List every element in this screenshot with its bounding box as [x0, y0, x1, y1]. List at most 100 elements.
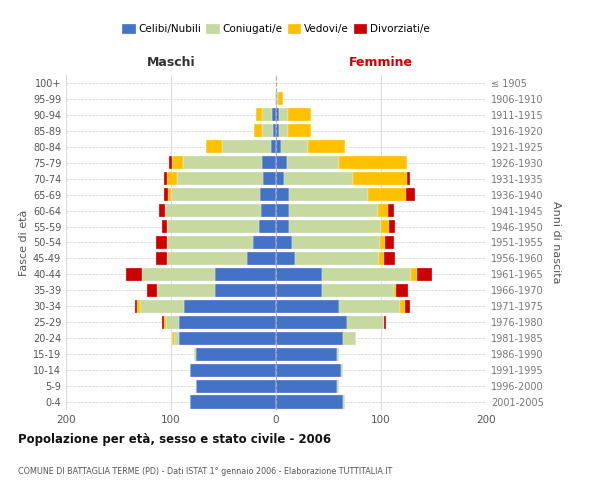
Y-axis label: Fasce di età: Fasce di età — [19, 210, 29, 276]
Bar — [262, 124, 273, 138]
Bar — [142, 268, 215, 281]
Text: Maschi: Maschi — [146, 56, 196, 68]
Bar — [276, 300, 339, 313]
Bar — [179, 316, 276, 329]
Bar — [368, 188, 406, 201]
Bar — [196, 380, 276, 392]
Bar — [262, 108, 272, 122]
Bar — [215, 268, 276, 281]
Bar — [164, 188, 168, 201]
Bar — [322, 284, 394, 297]
Bar — [339, 300, 400, 313]
Bar — [337, 380, 339, 392]
Bar — [167, 172, 178, 185]
Bar — [172, 332, 174, 345]
Bar — [379, 252, 384, 265]
Bar — [384, 252, 395, 265]
Bar — [172, 156, 182, 170]
Bar — [287, 156, 339, 170]
Bar — [190, 396, 276, 408]
Bar — [167, 236, 253, 249]
Bar — [276, 364, 341, 376]
Bar — [385, 236, 394, 249]
Bar — [273, 124, 276, 138]
Bar — [343, 396, 346, 408]
Bar — [156, 236, 167, 249]
Bar — [253, 236, 276, 249]
Bar — [279, 108, 287, 122]
Bar — [260, 188, 276, 201]
Bar — [287, 108, 311, 122]
Bar — [166, 316, 179, 329]
Bar — [167, 252, 247, 265]
Bar — [182, 156, 262, 170]
Bar — [343, 332, 356, 345]
Bar — [284, 172, 353, 185]
Bar — [276, 268, 322, 281]
Bar — [262, 204, 276, 217]
Bar — [276, 348, 337, 360]
Bar — [276, 92, 278, 106]
Bar — [169, 156, 172, 170]
Legend: Celibi/Nubili, Coniugati/e, Vedovi/e, Divorziati/e: Celibi/Nubili, Coniugati/e, Vedovi/e, Di… — [118, 20, 434, 38]
Bar — [276, 380, 337, 392]
Bar — [259, 220, 276, 233]
Bar — [276, 108, 279, 122]
Bar — [389, 220, 395, 233]
Bar — [289, 220, 381, 233]
Bar — [157, 284, 215, 297]
Bar — [308, 140, 346, 153]
Text: Popolazione per età, sesso e stato civile - 2006: Popolazione per età, sesso e stato civil… — [18, 432, 331, 446]
Bar — [276, 396, 343, 408]
Bar — [262, 156, 276, 170]
Bar — [353, 172, 407, 185]
Bar — [276, 156, 287, 170]
Bar — [378, 204, 388, 217]
Bar — [147, 284, 157, 297]
Bar — [161, 316, 164, 329]
Bar — [179, 332, 276, 345]
Bar — [178, 172, 263, 185]
Bar — [206, 140, 223, 153]
Bar — [407, 172, 410, 185]
Bar — [194, 348, 196, 360]
Bar — [287, 124, 311, 138]
Text: COMUNE DI BATTAGLIA TERME (PD) - Dati ISTAT 1° gennaio 2006 - Elaborazione TUTTI: COMUNE DI BATTAGLIA TERME (PD) - Dati IS… — [18, 468, 392, 476]
Bar — [174, 332, 179, 345]
Bar — [276, 284, 322, 297]
Bar — [322, 268, 412, 281]
Bar — [295, 252, 379, 265]
Bar — [272, 108, 276, 122]
Bar — [140, 300, 184, 313]
Bar — [256, 108, 262, 122]
Text: Femmine: Femmine — [349, 56, 413, 68]
Bar — [126, 268, 142, 281]
Bar — [276, 252, 295, 265]
Bar — [276, 188, 289, 201]
Bar — [215, 284, 276, 297]
Bar — [171, 188, 260, 201]
Bar — [406, 188, 415, 201]
Bar — [341, 364, 343, 376]
Bar — [164, 316, 166, 329]
Bar — [263, 172, 276, 185]
Bar — [276, 172, 284, 185]
Bar — [416, 268, 433, 281]
Bar — [384, 316, 386, 329]
Bar — [271, 140, 276, 153]
Bar — [276, 124, 279, 138]
Bar — [292, 236, 380, 249]
Bar — [136, 300, 137, 313]
Bar — [289, 204, 378, 217]
Bar — [412, 268, 416, 281]
Bar — [276, 204, 289, 217]
Bar — [168, 188, 171, 201]
Bar — [156, 252, 167, 265]
Bar — [347, 316, 384, 329]
Bar — [167, 220, 259, 233]
Bar — [405, 300, 410, 313]
Bar — [160, 204, 164, 217]
Bar — [289, 188, 368, 201]
Bar — [381, 220, 389, 233]
Bar — [388, 204, 394, 217]
